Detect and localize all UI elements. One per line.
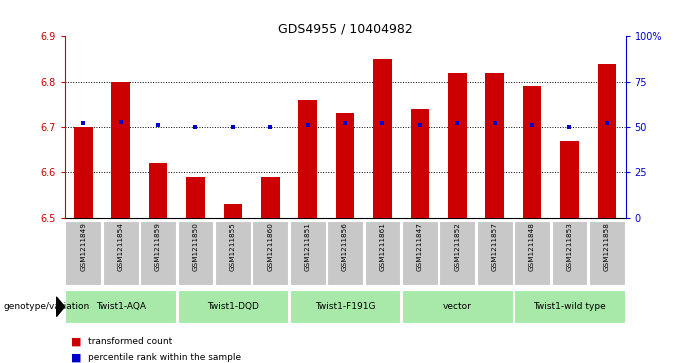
Text: ■: ■ — [71, 352, 82, 363]
Text: Twist1-F191G: Twist1-F191G — [315, 302, 375, 311]
FancyBboxPatch shape — [589, 221, 625, 285]
Bar — [149, 163, 167, 218]
Text: genotype/variation: genotype/variation — [3, 302, 90, 311]
FancyBboxPatch shape — [65, 221, 101, 285]
Text: GSM1211861: GSM1211861 — [379, 222, 386, 271]
Point — [601, 121, 612, 126]
Point — [414, 122, 425, 128]
Text: GSM1211859: GSM1211859 — [155, 222, 161, 271]
Text: transformed count: transformed count — [88, 337, 173, 346]
FancyBboxPatch shape — [514, 221, 550, 285]
Text: GSM1211852: GSM1211852 — [454, 222, 460, 271]
FancyBboxPatch shape — [551, 221, 588, 285]
Polygon shape — [56, 297, 65, 317]
FancyBboxPatch shape — [177, 290, 288, 323]
Text: vector: vector — [443, 302, 472, 311]
Bar — [598, 64, 616, 218]
Text: GSM1211853: GSM1211853 — [566, 222, 573, 271]
FancyBboxPatch shape — [290, 290, 401, 323]
Bar — [411, 109, 429, 218]
FancyBboxPatch shape — [252, 221, 288, 285]
Point — [564, 124, 575, 130]
FancyBboxPatch shape — [477, 221, 513, 285]
Point — [526, 122, 537, 128]
Text: GSM1211849: GSM1211849 — [80, 222, 86, 271]
Text: Twist1-AQA: Twist1-AQA — [96, 302, 146, 311]
Bar — [336, 113, 354, 218]
FancyBboxPatch shape — [290, 221, 326, 285]
Title: GDS4955 / 10404982: GDS4955 / 10404982 — [277, 22, 413, 35]
FancyBboxPatch shape — [140, 221, 176, 285]
Bar — [112, 82, 130, 218]
FancyBboxPatch shape — [514, 290, 625, 323]
Point — [452, 121, 462, 126]
FancyBboxPatch shape — [364, 221, 401, 285]
FancyBboxPatch shape — [439, 221, 475, 285]
Point — [489, 121, 500, 126]
Bar — [186, 177, 205, 218]
Text: Twist1-wild type: Twist1-wild type — [533, 302, 606, 311]
Point — [152, 122, 163, 128]
Point — [227, 124, 238, 130]
Point — [190, 124, 201, 130]
Text: GSM1211860: GSM1211860 — [267, 222, 273, 271]
FancyBboxPatch shape — [215, 221, 251, 285]
Text: GSM1211850: GSM1211850 — [192, 222, 199, 271]
Bar — [224, 204, 242, 218]
Text: GSM1211858: GSM1211858 — [604, 222, 610, 271]
Text: Twist1-DQD: Twist1-DQD — [207, 302, 259, 311]
Text: percentile rank within the sample: percentile rank within the sample — [88, 353, 241, 362]
Point — [302, 122, 313, 128]
FancyBboxPatch shape — [103, 221, 139, 285]
Text: GSM1211857: GSM1211857 — [492, 222, 498, 271]
Text: GSM1211856: GSM1211856 — [342, 222, 348, 271]
Text: GSM1211848: GSM1211848 — [529, 222, 535, 271]
Bar — [74, 127, 92, 218]
Point — [377, 121, 388, 126]
Point — [78, 121, 88, 126]
FancyBboxPatch shape — [402, 221, 438, 285]
Bar — [486, 73, 504, 218]
Bar — [560, 140, 579, 218]
Text: ■: ■ — [71, 336, 82, 346]
Bar — [448, 73, 466, 218]
Point — [339, 121, 350, 126]
Text: GSM1211855: GSM1211855 — [230, 222, 236, 271]
FancyBboxPatch shape — [402, 290, 513, 323]
FancyBboxPatch shape — [177, 221, 214, 285]
Bar — [261, 177, 279, 218]
Text: GSM1211854: GSM1211854 — [118, 222, 124, 271]
Point — [115, 119, 126, 125]
Text: GSM1211847: GSM1211847 — [417, 222, 423, 271]
FancyBboxPatch shape — [327, 221, 363, 285]
Bar — [299, 100, 317, 218]
Point — [265, 124, 275, 130]
Bar — [373, 59, 392, 218]
Bar — [523, 86, 541, 218]
FancyBboxPatch shape — [65, 290, 176, 323]
Text: GSM1211851: GSM1211851 — [305, 222, 311, 271]
